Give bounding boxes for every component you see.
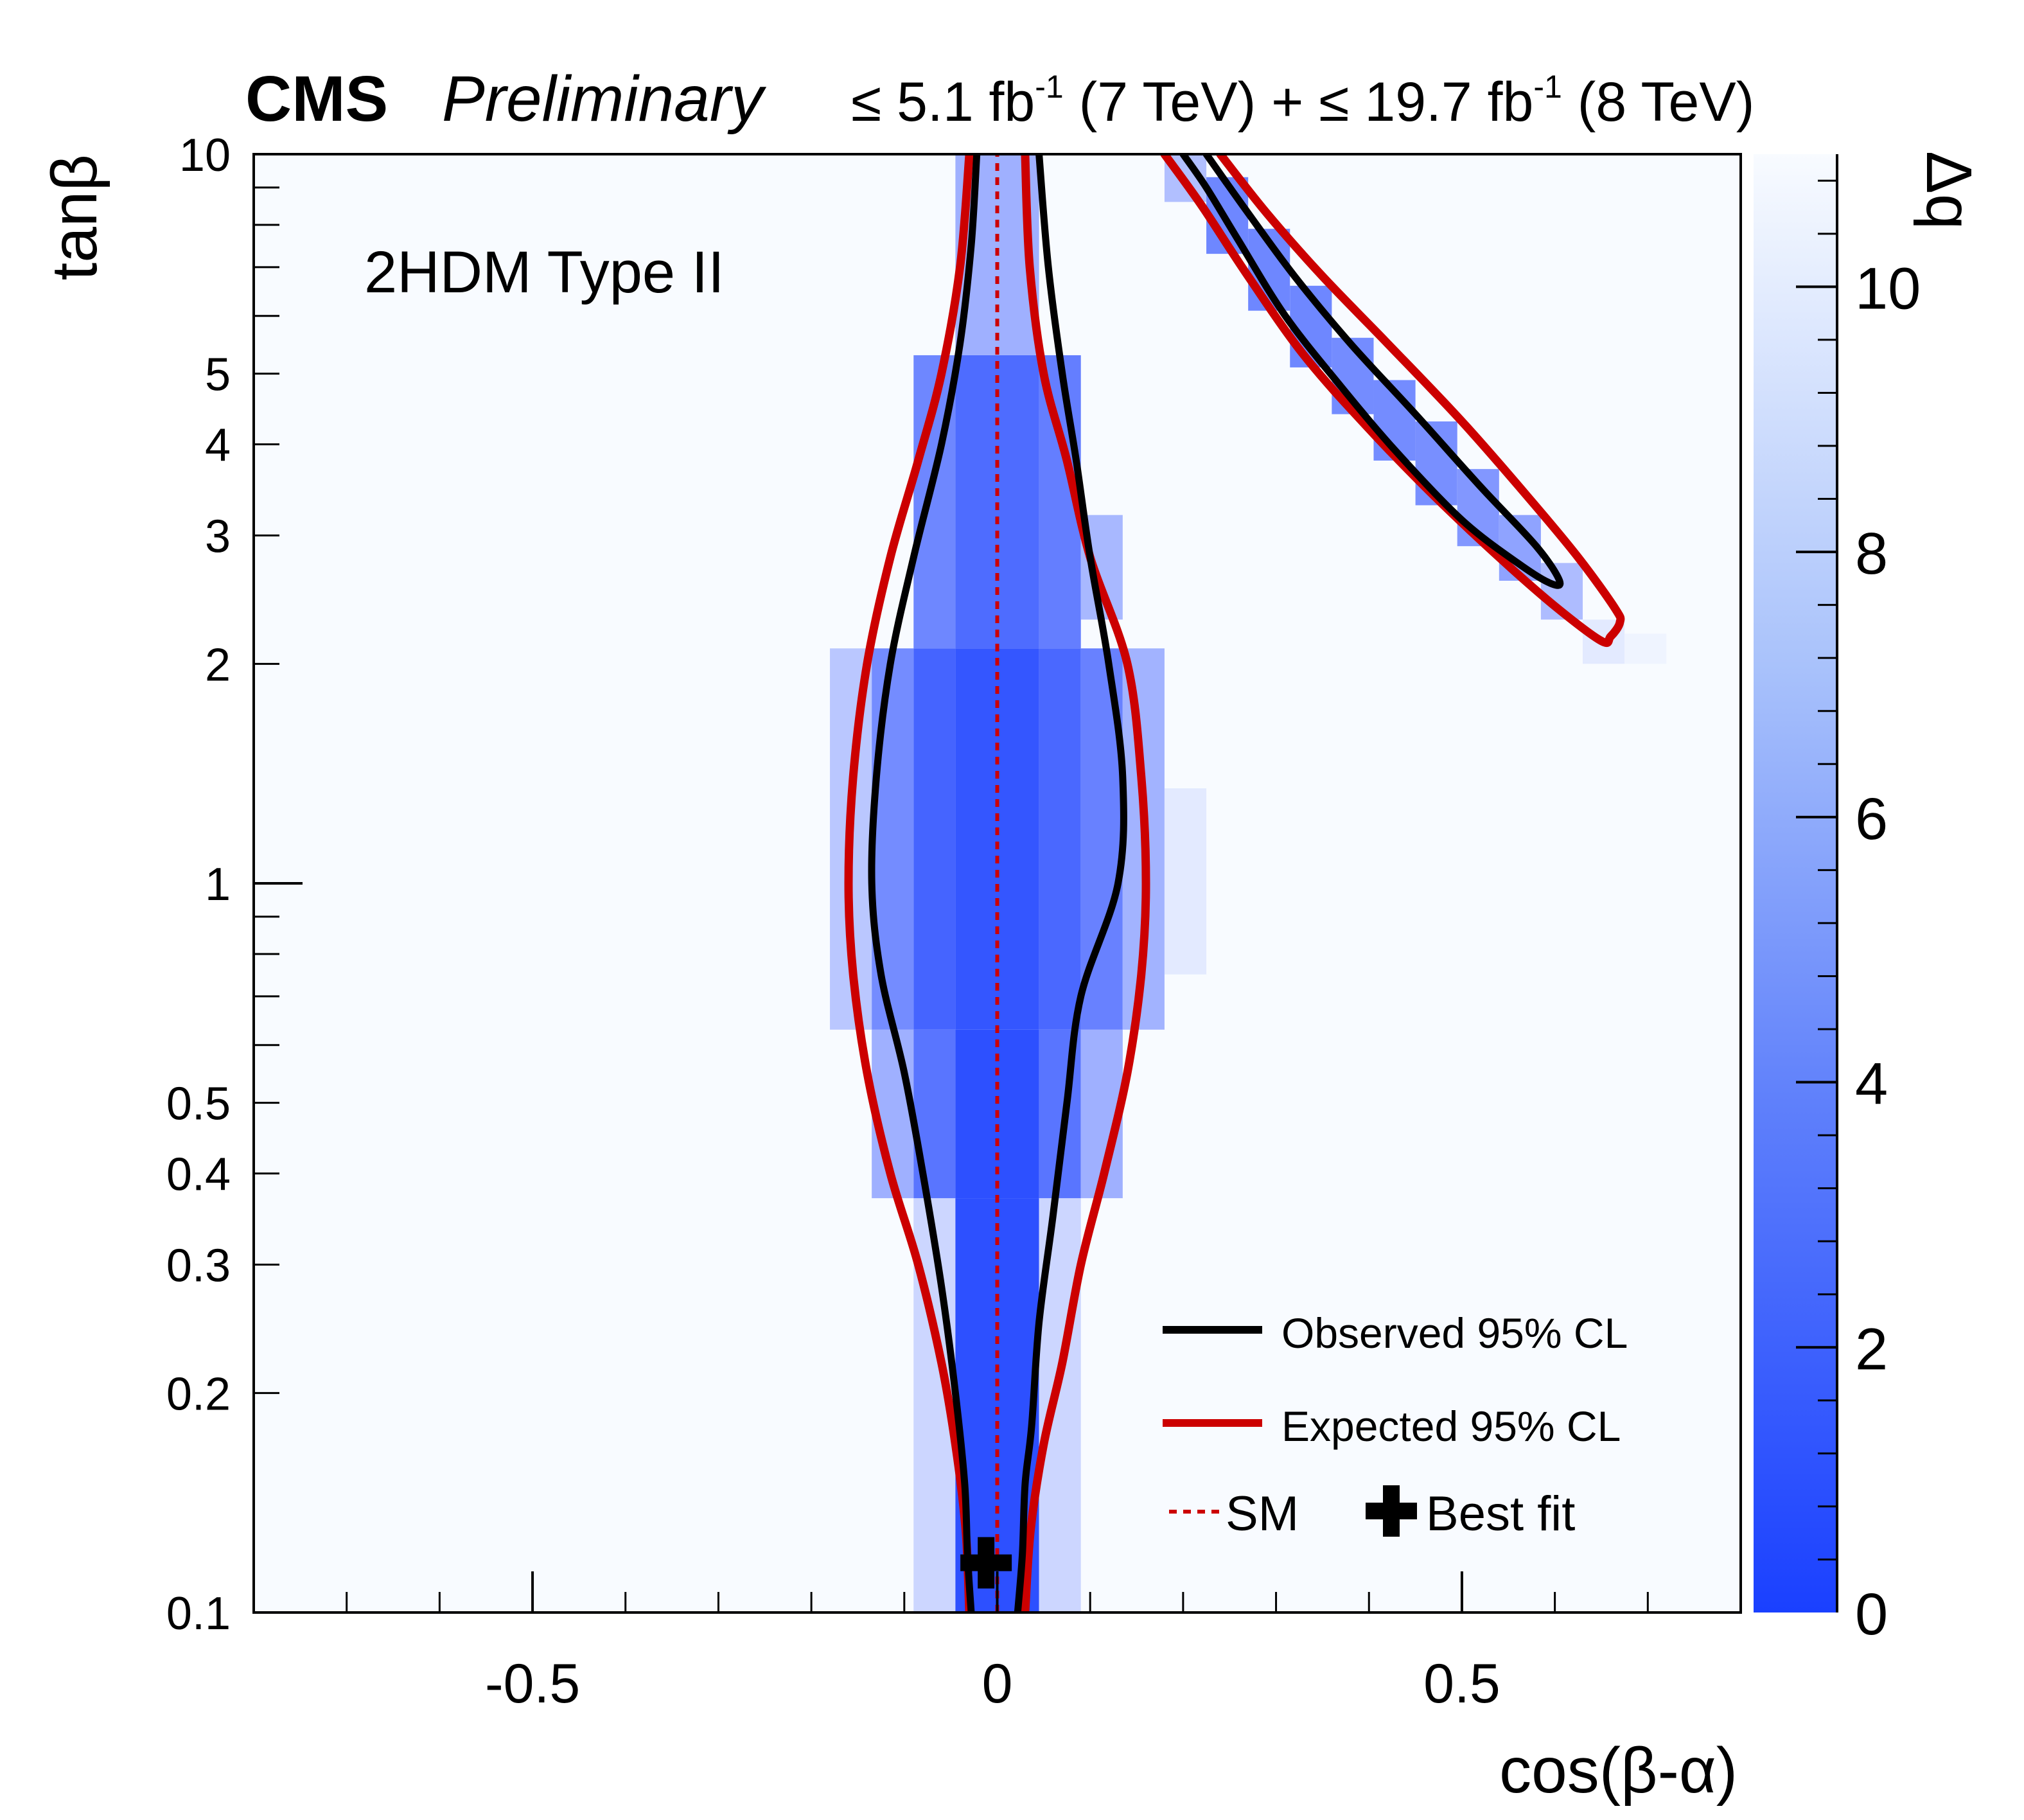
y-tick-label: 4: [205, 420, 231, 472]
svg-text:CMS: CMS: [245, 63, 388, 135]
y-tick-label: 5: [205, 349, 231, 401]
svg-text:Preliminary: Preliminary: [442, 63, 767, 135]
y-axis-label: tanβ: [39, 154, 110, 281]
y-tick-label: 0.2: [166, 1368, 231, 1420]
z-tick-label: 0: [1855, 1582, 1888, 1647]
best-fit-marker: [960, 1537, 1012, 1589]
y-tick-label: 2: [205, 639, 231, 691]
color-scale-bar: [1754, 154, 1837, 1612]
legend-best-fit-marker: [1366, 1485, 1417, 1537]
z-tick-label: 4: [1855, 1052, 1888, 1117]
y-tick-label: 1: [205, 859, 231, 910]
y-tick-label: 10: [179, 130, 231, 181]
y-tick-label: 0.5: [166, 1079, 231, 1130]
legend-best-fit-label: Best fit: [1426, 1487, 1575, 1541]
y-tick-label: 0.1: [166, 1588, 231, 1639]
y-tick-label: 3: [205, 511, 231, 562]
heatmap-cell: [955, 648, 1039, 1030]
y-tick-label: 0.4: [166, 1149, 231, 1201]
z-tick-label: 6: [1855, 786, 1888, 852]
header-luminosity: ≤ 5.1 fb-1 (7 TeV) + ≤ 19.7 fb-1 (8 TeV): [851, 69, 1754, 133]
x-tick-label: -0.5: [485, 1653, 580, 1715]
expected-contour-2: [1160, 154, 1625, 648]
legend-expected-label: Expected 95% CL: [1281, 1402, 1621, 1450]
heatmap-cell: [913, 648, 956, 1030]
heatmap-cell: [1164, 788, 1207, 975]
heatmap-cell: [1039, 648, 1081, 1030]
header-experiment: CMS: [245, 63, 388, 135]
observed-contour-0: [868, 154, 981, 1612]
observed-contour-2: [1179, 154, 1564, 589]
color-scale-label: Δq: [1913, 151, 1985, 229]
header-status: Preliminary: [442, 63, 767, 135]
model-title: 2HDM Type II: [364, 240, 725, 305]
legend-observed-label: Observed 95% CL: [1281, 1309, 1628, 1357]
z-tick-label: 8: [1855, 521, 1888, 587]
z-tick-label: 2: [1855, 1316, 1888, 1382]
expected-contour-0: [844, 154, 974, 1612]
expected-contour-1: [1021, 154, 1150, 1612]
z-tick-label: 10: [1855, 256, 1921, 321]
legend: Observed 95% CL Expected 95% CL SM Best …: [1163, 1309, 1628, 1541]
y-tick-label: 0.3: [166, 1240, 231, 1291]
legend-sm-label: SM: [1226, 1487, 1299, 1541]
x-axis-label: cos(β-α): [1499, 1735, 1738, 1807]
observed-contour-1: [1014, 154, 1127, 1612]
plot-frame: [252, 153, 1742, 1614]
x-tick-label: 0.5: [1423, 1653, 1500, 1715]
x-tick-label: 0: [982, 1653, 1013, 1715]
heatmap-cell: [1624, 633, 1667, 664]
